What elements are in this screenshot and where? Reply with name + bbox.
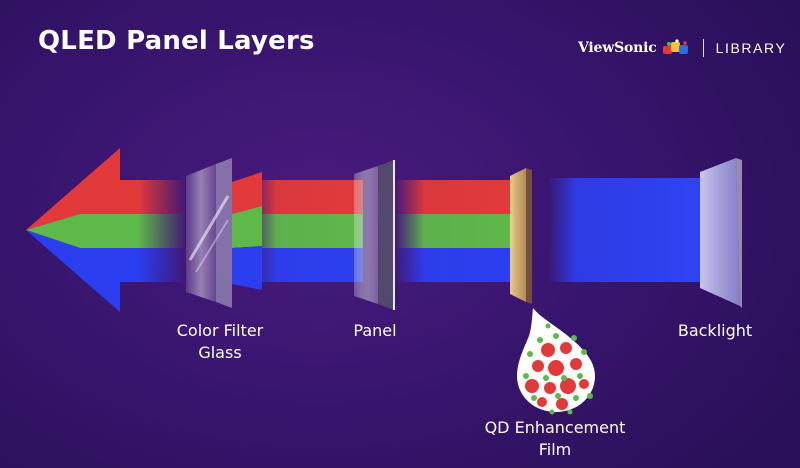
- green-quantum-dot: [555, 393, 561, 399]
- label-color-filter-line1: Color Filter: [176, 321, 264, 340]
- birds-logo-icon: [662, 39, 688, 54]
- green-quantum-dot: [545, 323, 551, 329]
- label-color-filter-glass: Color Filter Glass: [160, 320, 280, 364]
- red-quantum-dot: [560, 342, 572, 354]
- green-quantum-dot: [527, 351, 533, 357]
- label-qd-enhancement-film: QD Enhancement Film: [470, 417, 640, 461]
- panel-layer: [354, 160, 395, 310]
- green-quantum-dot: [573, 395, 579, 401]
- green-quantum-dot: [537, 337, 543, 343]
- red-quantum-dot: [541, 343, 555, 357]
- label-panel: Panel: [340, 320, 410, 342]
- green-quantum-dot: [561, 375, 567, 381]
- quantum-dot-bubble: [517, 308, 595, 415]
- red-quantum-dot: [570, 358, 582, 370]
- color-filter-layer: [232, 172, 262, 290]
- brand-section: LIBRARY: [715, 40, 787, 56]
- label-backlight-text: Backlight: [677, 321, 753, 340]
- red-quantum-dot: [537, 397, 547, 407]
- green-quantum-dot: [571, 335, 577, 341]
- red-quantum-dot: [560, 378, 576, 394]
- label-panel-text: Panel: [353, 321, 397, 340]
- rgb-beam-panel-to-filter: [248, 180, 363, 282]
- output-arrow: [26, 148, 186, 312]
- red-quantum-dot: [548, 360, 564, 376]
- label-qd-line2: Film: [538, 440, 572, 459]
- red-quantum-dot: [579, 379, 589, 389]
- green-quantum-dot: [567, 409, 573, 415]
- backlight-layer: [700, 158, 742, 308]
- brand-name: ViewSonic: [578, 40, 657, 56]
- label-backlight: Backlight: [660, 320, 770, 342]
- green-quantum-dot: [543, 375, 549, 381]
- green-quantum-dot: [553, 333, 559, 339]
- blue-light-beam: [548, 178, 700, 282]
- green-quantum-dot: [523, 373, 529, 379]
- green-quantum-dot: [587, 393, 593, 399]
- green-quantum-dot: [549, 409, 555, 415]
- red-quantum-dot: [532, 360, 544, 372]
- red-quantum-dot: [556, 398, 568, 410]
- brand-logo: ViewSonic LIBRARY: [578, 38, 786, 58]
- red-quantum-dot: [544, 382, 556, 394]
- glass-layer: [186, 158, 232, 308]
- rgb-beam-qd-to-panel: [395, 180, 513, 282]
- label-color-filter-line2: Glass: [198, 343, 242, 362]
- green-quantum-dot: [581, 349, 587, 355]
- brand-divider: [702, 39, 704, 57]
- red-quantum-dot: [525, 379, 539, 393]
- qd-film-layer: [510, 168, 532, 304]
- page-title: QLED Panel Layers: [38, 26, 315, 56]
- green-quantum-dot: [577, 373, 583, 379]
- green-quantum-dot: [531, 395, 537, 401]
- label-qd-line1: QD Enhancement: [484, 418, 626, 437]
